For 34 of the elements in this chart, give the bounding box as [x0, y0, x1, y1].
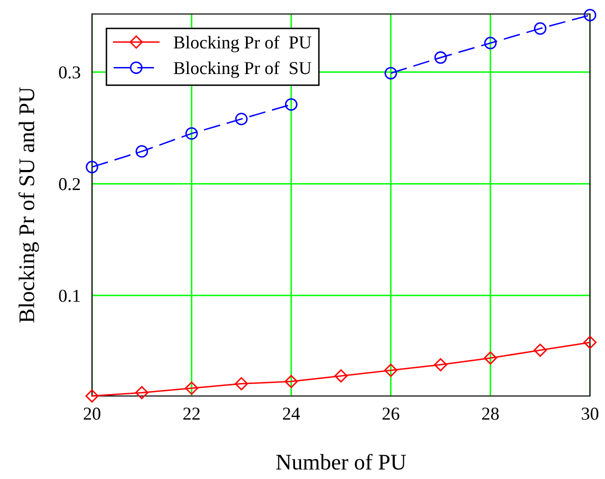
legend-label: Blocking Pr of PU [174, 36, 312, 52]
point [584, 8, 596, 22]
legend-label: Blocking Pr of SU [174, 61, 312, 78]
x-tick-label: 20 [84, 408, 100, 420]
point [135, 386, 148, 400]
point [484, 351, 497, 365]
point [334, 369, 348, 382]
point [534, 344, 547, 357]
y-tick-label: 0.1 [59, 290, 80, 302]
point [534, 22, 546, 35]
y-tick-label: 0.3 [59, 66, 80, 79]
point [384, 364, 398, 377]
point [234, 377, 248, 390]
point [85, 389, 99, 403]
point [284, 374, 298, 388]
point [384, 66, 398, 80]
x-tick-label: 26 [382, 408, 400, 420]
point [136, 145, 148, 158]
point [185, 127, 198, 140]
x-axis-title: Number of PU [276, 454, 406, 470]
point [434, 358, 448, 372]
x-tick-label: 28 [482, 408, 499, 420]
y-axis-title: Blocking Pr of SU and PU [18, 87, 39, 323]
point [284, 98, 298, 111]
y-tick-label: 0.2 [59, 178, 80, 190]
point [235, 112, 248, 126]
x-tick-label: 24 [282, 408, 300, 420]
point [484, 36, 497, 50]
x-tick-label: 22 [183, 408, 200, 420]
point [86, 160, 98, 174]
x-tick-label: 30 [582, 408, 598, 420]
point [434, 51, 447, 64]
point [185, 382, 198, 395]
point [583, 336, 597, 349]
